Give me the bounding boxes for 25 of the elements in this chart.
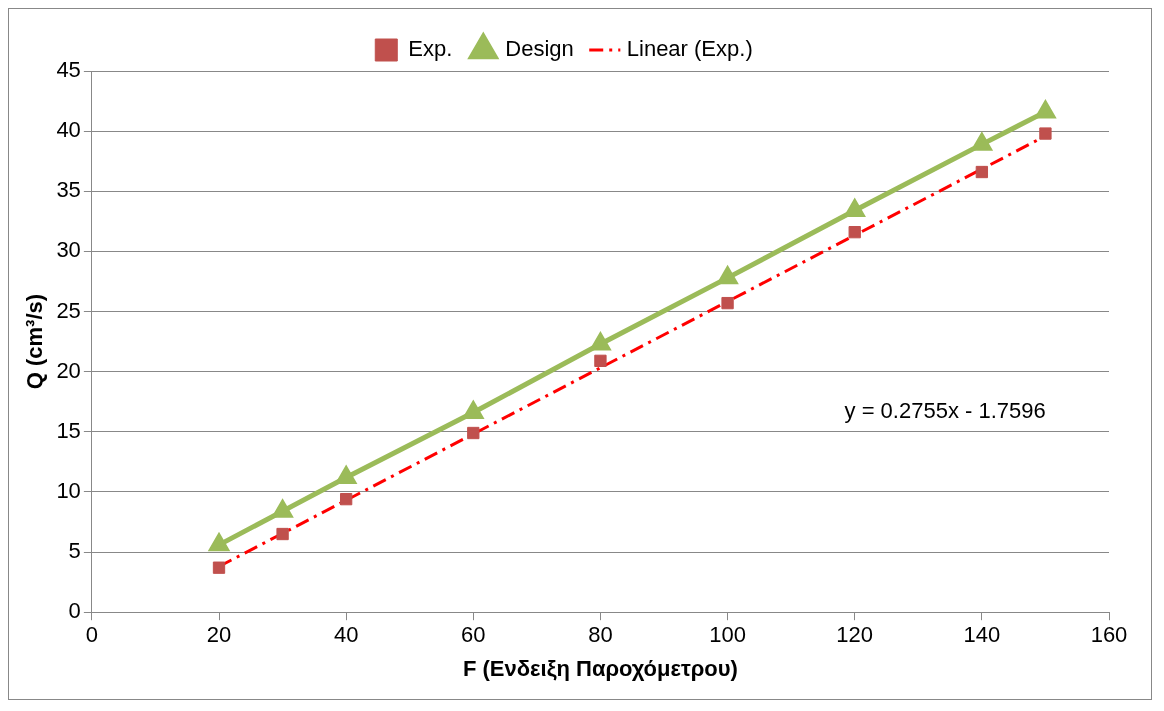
annotation: y = 0.2755x - 1.7596	[844, 398, 1046, 424]
y-tick-label: 15	[56, 417, 81, 443]
x-tick-label: 20	[206, 622, 232, 648]
y-tick-label: 10	[56, 478, 81, 503]
x-tick-label: 160	[1090, 622, 1128, 648]
legend-label: Exp.	[408, 36, 453, 62]
x-axis-title: F (Ενδειξη Παροχόμετρου)	[462, 655, 738, 681]
x-tick-label: 40	[333, 622, 359, 648]
y-tick-label: 35	[56, 177, 81, 203]
y-tick-label: 45	[56, 57, 81, 83]
y-tick-label: 0	[68, 598, 81, 624]
legend-label: Linear (Exp.)	[626, 36, 753, 62]
y-axis-title: Q (cm³/s)	[22, 293, 48, 390]
y-tick-label: 20	[56, 357, 81, 383]
legend-label: Design	[505, 36, 574, 62]
y-tick-label: 5	[68, 538, 81, 564]
x-tick-label: 140	[963, 622, 1001, 648]
x-tick-label: 80	[588, 622, 613, 648]
x-tick-label: 120	[836, 622, 874, 648]
y-tick-label: 40	[56, 117, 81, 143]
x-tick-label: 100	[709, 622, 746, 648]
x-tick-label: 0	[85, 622, 98, 648]
y-tick-label: 25	[56, 297, 81, 323]
x-tick-label: 60	[461, 622, 486, 648]
y-tick-label: 30	[56, 237, 81, 263]
